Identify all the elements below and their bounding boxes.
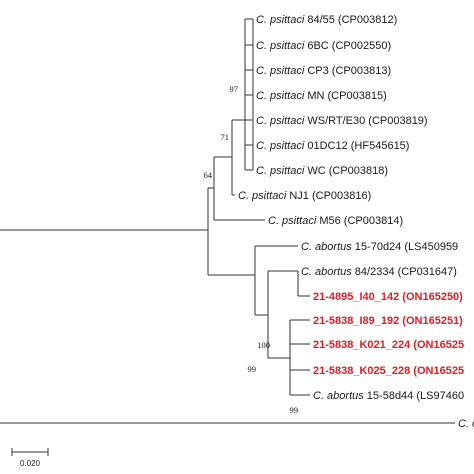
strain-name: 21-4895_I40_142 (ON165250) xyxy=(313,291,463,303)
bootstrap-value: 99 xyxy=(290,405,299,415)
tree-leaf-labels: C. psittaci 84/55 (CP003812)C. psittaci … xyxy=(238,14,474,430)
leaf-label-psi-mn: C. psittaci MN (CP003815) xyxy=(256,90,387,102)
leaf-label-abo-1558d44: C. abortus 15-58d44 (LS97460 xyxy=(313,390,464,402)
leaf-label-s-4895: 21-4895_I40_142 (ON165250) xyxy=(313,291,463,303)
species-name: C. psittaci xyxy=(256,40,305,52)
leaf-label-cav-gpic: C. caviae GPIC pCpGP1 (AE01 xyxy=(458,418,474,430)
strain-name: 21-5838_I89_192 (ON165251) xyxy=(313,315,463,327)
bootstrap-value: 100 xyxy=(257,340,270,350)
bootstrap-value: 99 xyxy=(248,364,257,374)
strain-name: NJ1 (CP003816) xyxy=(286,190,371,202)
leaf-label-psi-ws: C. psittaci WS/RT/E30 (CP003819) xyxy=(256,115,428,127)
bootstrap-value: 64 xyxy=(204,170,213,180)
leaf-label-abo-1570d24: C. abortus 15-70d24 (LS450959 xyxy=(301,241,458,253)
strain-name: CP3 (CP003813) xyxy=(304,65,391,77)
tree-branches xyxy=(0,18,455,424)
scale-bar-label: 0.020 xyxy=(20,459,41,468)
species-name: C. psittaci xyxy=(256,14,305,26)
leaf-label-psi-nj1: C. psittaci NJ1 (CP003816) xyxy=(238,190,371,202)
strain-name: 15-58d44 (LS97460 xyxy=(364,390,464,402)
strain-name: WS/RT/E30 (CP003819) xyxy=(304,115,427,127)
strain-name: 84/55 (CP003812) xyxy=(304,14,397,26)
species-name: C. psittaci xyxy=(256,165,305,177)
leaf-label-psi-6bc: C. psittaci 6BC (CP002550) xyxy=(256,40,391,52)
leaf-label-psi-01dc12: C. psittaci 01DC12 (HF545615) xyxy=(256,140,409,152)
leaf-label-s-5838-k021: 21-5838_K021_224 (ON16525 xyxy=(313,339,464,351)
leaf-label-s-5838-k025: 21-5838_K025_228 (ON16525 xyxy=(313,365,464,377)
species-name: C. psittaci xyxy=(256,65,305,77)
leaf-label-s-5838-189: 21-5838_I89_192 (ON165251) xyxy=(313,315,463,327)
strain-name: 01DC12 (HF545615) xyxy=(304,140,409,152)
species-name: C. abortus xyxy=(301,241,352,253)
strain-name: 21-5838_K025_228 (ON16525 xyxy=(313,365,464,377)
strain-name: 21-5838_K021_224 (ON16525 xyxy=(313,339,464,351)
species-name: C. psittaci xyxy=(268,215,317,227)
leaf-label-abo-842334: C. abortus 84/2334 (CP031647) xyxy=(301,266,457,278)
strain-name: M56 (CP003814) xyxy=(316,215,403,227)
bootstrap-values: 97 71 64 99 100 99 xyxy=(204,84,299,415)
bootstrap-value: 97 xyxy=(230,84,239,94)
leaf-label-psi-wc: C. psittaci WC (CP003818) xyxy=(256,165,388,177)
strain-name: WC (CP003818) xyxy=(304,165,388,177)
strain-name: 6BC (CP002550) xyxy=(304,40,391,52)
species-name: C. caviae xyxy=(458,418,474,430)
species-name: C. psittaci xyxy=(238,190,287,202)
species-name: C. psittaci xyxy=(256,115,305,127)
leaf-label-psi-m56: C. psittaci M56 (CP003814) xyxy=(268,215,403,227)
species-name: C. psittaci xyxy=(256,140,305,152)
species-name: C. abortus xyxy=(313,390,364,402)
species-name: C. abortus xyxy=(301,266,352,278)
scale-bar: 0.020 xyxy=(11,448,49,468)
leaf-label-psi-8455: C. psittaci 84/55 (CP003812) xyxy=(256,14,397,26)
strain-name: MN (CP003815) xyxy=(304,90,387,102)
strain-name: 15-70d24 (LS450959 xyxy=(352,241,458,253)
bootstrap-value: 71 xyxy=(221,132,230,142)
strain-name: 84/2334 (CP031647) xyxy=(352,266,457,278)
leaf-label-psi-cp3: C. psittaci CP3 (CP003813) xyxy=(256,65,391,77)
species-name: C. psittaci xyxy=(256,90,305,102)
